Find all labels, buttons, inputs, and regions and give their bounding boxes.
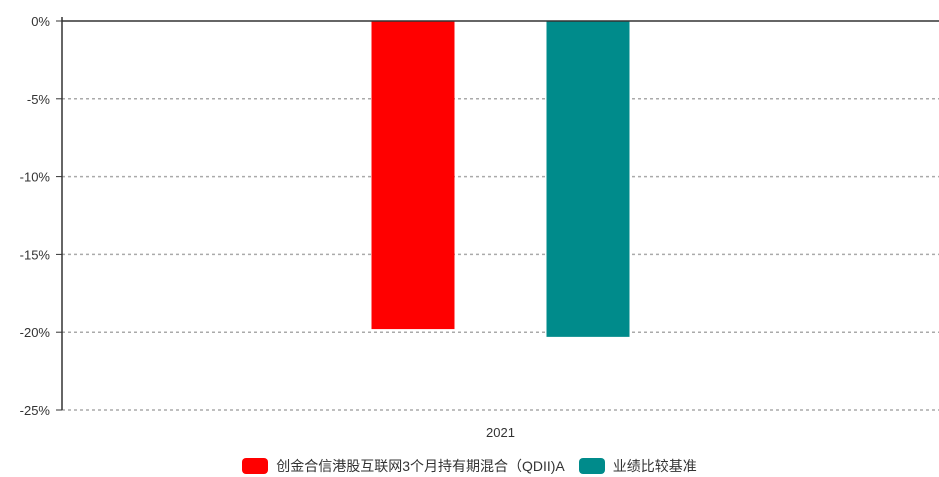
- bar-chart: 0% -5% -10% -15% -20% -25% 2021: [20, 14, 939, 440]
- legend-item-fund[interactable]: 创金合信港股互联网3个月持有期混合（QDII)A: [242, 456, 565, 476]
- legend-swatch-benchmark: [578, 458, 605, 474]
- gridlines: [56, 20, 939, 411]
- bar-fund-2021: [371, 21, 455, 330]
- y-tick-label: -25%: [20, 403, 51, 418]
- axes: [61, 17, 939, 410]
- bar-benchmark-2021: [546, 21, 630, 337]
- bars: [371, 21, 630, 337]
- y-tick-label: 0%: [31, 14, 50, 29]
- x-tick-labels: 2021: [486, 425, 515, 440]
- y-tick-label: -20%: [20, 325, 51, 340]
- legend-label-fund: 创金合信港股互联网3个月持有期混合（QDII)A: [276, 458, 565, 474]
- legend-item-benchmark[interactable]: 业绩比较基准: [578, 456, 697, 476]
- y-tick-label: -10%: [20, 170, 51, 185]
- legend-label-benchmark: 业绩比较基准: [612, 458, 697, 474]
- x-tick-label: 2021: [486, 425, 515, 440]
- legend: 创金合信港股互联网3个月持有期混合（QDII)A 业绩比较基准: [0, 455, 939, 477]
- legend-swatch-fund: [242, 458, 269, 474]
- y-tick-label: -15%: [20, 247, 51, 262]
- y-tick-labels: 0% -5% -10% -15% -20% -25%: [20, 14, 51, 418]
- y-tick-label: -5%: [27, 92, 51, 107]
